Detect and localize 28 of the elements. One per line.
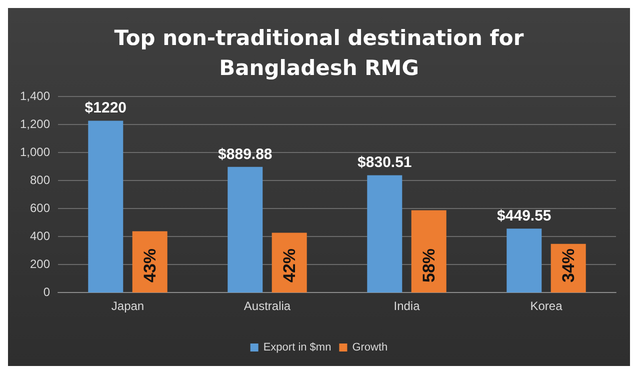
data-label: $449.55 xyxy=(497,208,552,225)
y-tick-label: 1,000 xyxy=(20,145,50,159)
legend-label: Export in $mn xyxy=(263,342,332,354)
chart-title: Top non-traditional destination for Bangladesh RMG xyxy=(114,26,524,80)
x-tick-label: Japan xyxy=(111,299,144,313)
bar xyxy=(88,120,124,292)
y-tick-label: 600 xyxy=(30,201,50,215)
y-tick-label: 1,200 xyxy=(20,117,50,131)
data-label: 43% xyxy=(140,248,160,282)
y-tick-label: 400 xyxy=(30,229,50,243)
data-label: $1220 xyxy=(84,100,127,117)
bar xyxy=(506,228,542,292)
data-label: 58% xyxy=(419,248,438,282)
y-tick-label: 800 xyxy=(30,173,50,187)
data-label: 42% xyxy=(280,248,299,282)
y-tick-label: 1,400 xyxy=(20,89,50,103)
data-label: 34% xyxy=(558,248,578,282)
bar xyxy=(411,210,446,292)
x-tick-label: India xyxy=(394,299,420,313)
legend-label: Growth xyxy=(352,342,388,354)
y-tick-label: 200 xyxy=(30,257,50,271)
data-label: $830.51 xyxy=(358,154,412,172)
x-tick-label: Korea xyxy=(530,299,563,313)
y-tick-label: 0 xyxy=(43,285,50,299)
bar xyxy=(367,175,402,292)
x-tick-label: Australia xyxy=(244,299,291,313)
data-label: $889.88 xyxy=(218,146,272,163)
bar xyxy=(228,166,263,292)
